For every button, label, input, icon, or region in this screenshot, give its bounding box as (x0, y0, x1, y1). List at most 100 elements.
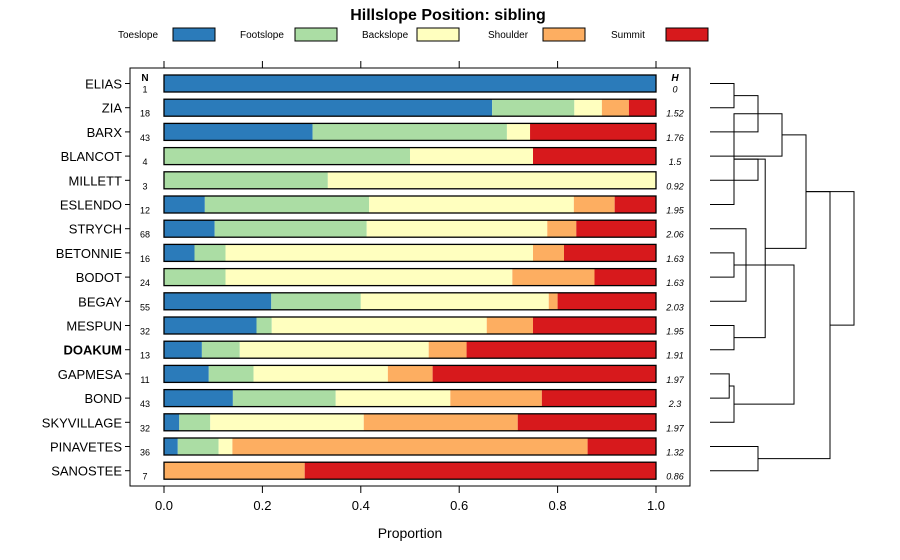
bar-eslendo-footslope (204, 196, 370, 213)
legend-label-shoulder: Shoulder (488, 30, 529, 41)
x-tick-label-3: 0.6 (450, 498, 468, 513)
x-tick-label-0: 0.0 (155, 498, 173, 513)
dendrogram (710, 83, 855, 472)
row-label-mespun: MESPUN (66, 319, 122, 334)
bar-bond-summit (541, 389, 656, 407)
bar-bodot-shoulder (512, 268, 595, 286)
bar-blancot-footslope (164, 147, 410, 165)
bar-betonnie-shoulder (533, 244, 564, 262)
row-n-sanostee: 7 (142, 472, 147, 482)
bar-bond-backslope (335, 389, 451, 407)
row-label-betonnie: BETONNIE (56, 246, 123, 261)
row-h-betonnie: 1.63 (666, 254, 684, 264)
bar-pinavetes-shoulder (232, 438, 588, 455)
bar-barx-summit (530, 123, 656, 141)
legend-swatch-backslope (416, 27, 460, 42)
bar-outline-skyvillage (163, 413, 657, 432)
row-n-doakum: 13 (140, 351, 150, 361)
bar-millett-backslope (327, 171, 656, 189)
row-n-bond: 43 (140, 399, 150, 409)
row-h-blancot: 1.5 (669, 157, 683, 167)
bar-blancot-summit (533, 147, 656, 165)
row-label-skyvillage: SKYVILLAGE (42, 415, 123, 430)
row-n-mespun: 32 (140, 327, 150, 337)
row-n-zia: 18 (140, 109, 150, 119)
x-tick-label-4: 0.8 (549, 498, 567, 513)
row-h-eslendo: 1.95 (666, 206, 685, 216)
legend: Toeslope Footslope Backslope Shoulder Summit (118, 27, 709, 42)
row-h-gapmesa: 1.97 (666, 375, 685, 385)
bar-outline-strych (163, 219, 657, 238)
legend-swatch-footslope (294, 27, 338, 42)
legend-swatch-summit (665, 27, 709, 42)
x-axis: 0.0 0.2 0.4 0.6 0.8 1.0 (155, 61, 665, 513)
bar-begay-toeslope (164, 292, 272, 310)
x-tick-label-1: 0.2 (253, 498, 271, 513)
bar-mespun-toeslope (164, 317, 257, 334)
bar-doakum-summit (466, 341, 656, 359)
row-n-blancot: 4 (142, 157, 147, 167)
bar-barx-toeslope (164, 123, 313, 141)
bar-outline-mespun (163, 316, 657, 335)
row-label-elias: ELIAS (85, 77, 122, 92)
bar-betonnie-summit (563, 244, 656, 262)
row-label-doakum: DOAKUM (64, 343, 123, 358)
bar-mespun-summit (533, 317, 656, 334)
row-label-begay: BEGAY (78, 294, 122, 309)
row-label-eslendo: ESLENDO (60, 198, 122, 213)
bar-pinavetes-summit (587, 438, 656, 455)
bar-outline-pinavetes (163, 437, 657, 456)
row-n-bodot: 24 (140, 278, 150, 288)
row-label-barx: BARX (87, 125, 123, 140)
bar-zia-toeslope (164, 99, 493, 117)
bar-outline-bodot (163, 267, 657, 287)
bar-outline-gapmesa (163, 364, 657, 384)
bar-strych-footslope (214, 220, 367, 238)
row-label-bond: BOND (84, 391, 122, 406)
bar-doakum-footslope (201, 341, 240, 359)
bar-outline-sanostee (163, 461, 657, 480)
bar-begay-summit (557, 292, 656, 310)
dendrogram-link-11 (734, 264, 795, 405)
row-label-millett: MILLETT (69, 173, 123, 188)
row-h-bond: 2.3 (668, 399, 682, 409)
bar-barx-footslope (312, 123, 507, 141)
bar-begay-footslope (271, 292, 361, 310)
bar-zia-footslope (492, 99, 575, 117)
row-n-skyvillage: 32 (140, 423, 150, 433)
row-n-millett: 3 (142, 181, 147, 191)
bar-outline-doakum (163, 340, 657, 359)
row-label-pinavetes: PINAVETES (50, 440, 122, 455)
row-h-mespun: 1.95 (666, 327, 685, 337)
bar-sanostee-shoulder (164, 462, 305, 480)
bar-eslendo-shoulder (573, 196, 615, 213)
bar-outline-eslendo (163, 195, 657, 214)
legend-swatch-toeslope (172, 27, 216, 42)
bar-betonnie-toeslope (164, 244, 195, 262)
row-h-zia: 1.52 (666, 109, 684, 119)
row-h-doakum: 1.91 (666, 351, 684, 361)
legend-label-footslope: Footslope (240, 30, 284, 41)
bar-eslendo-toeslope (164, 196, 205, 213)
bar-outline-zia (163, 98, 657, 117)
bar-barx-backslope (506, 123, 531, 141)
bar-outline-begay (163, 292, 657, 311)
bar-outline-barx (163, 122, 657, 142)
chart-title: Hillslope Position: sibling (350, 7, 546, 24)
n-column-header: N (141, 73, 148, 84)
bar-gapmesa-toeslope (164, 365, 209, 383)
row-label-bodot: BODOT (76, 270, 122, 285)
bar-zia-backslope (574, 99, 602, 117)
bar-eslendo-backslope (369, 196, 574, 213)
h-column-header: H (671, 73, 679, 84)
row-h-strych: 2.06 (665, 230, 684, 240)
bar-doakum-toeslope (164, 341, 202, 359)
bar-gapmesa-summit (432, 365, 656, 383)
row-h-bodot: 1.63 (666, 278, 684, 288)
bar-strych-summit (576, 220, 656, 238)
bar-millett-footslope (164, 171, 328, 189)
legend-label-summit: Summit (611, 30, 645, 41)
bar-doakum-backslope (239, 341, 429, 359)
row-n-begay: 55 (140, 302, 150, 312)
row-label-blancot: BLANCOT (61, 149, 122, 164)
